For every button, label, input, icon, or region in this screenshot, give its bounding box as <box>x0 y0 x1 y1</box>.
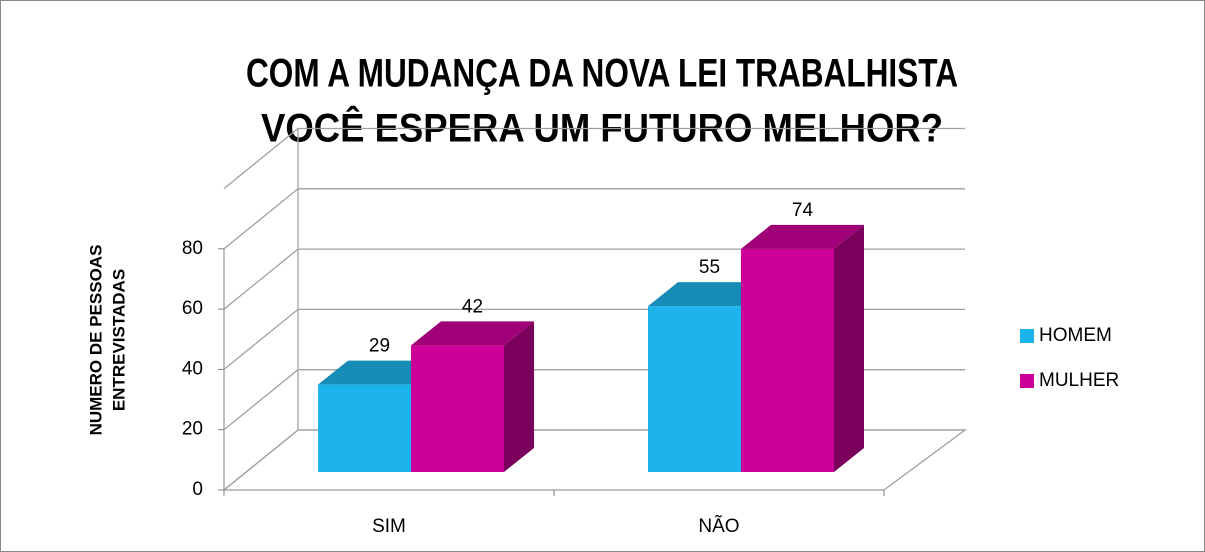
bar-top <box>318 360 441 385</box>
bar-side <box>504 321 534 472</box>
bar-top <box>648 282 771 307</box>
y-tick-label: 20 <box>182 419 203 440</box>
bar-front <box>741 248 834 472</box>
y-axis-title: ENTREVISTADAS <box>109 269 128 411</box>
chart-title: COM A MUDANÇA DA NOVA LEI TRABALHISTA <box>246 52 958 96</box>
bar-top <box>741 224 864 249</box>
bar-top <box>411 321 534 346</box>
y-axis-title: NUMERO DE PESSOAS <box>86 245 105 436</box>
y-tick-label: 40 <box>182 358 203 379</box>
bar <box>741 224 864 472</box>
bar-front <box>411 345 504 472</box>
bar-front <box>318 384 411 472</box>
legend-swatch <box>1020 329 1034 343</box>
data-label: 55 <box>699 257 720 278</box>
bar-side <box>834 224 864 472</box>
data-label: 74 <box>792 200 814 221</box>
y-tick-label: 0 <box>192 479 203 500</box>
data-label: 42 <box>462 296 483 317</box>
chart-title: VOCÊ ESPERA UM FUTURO MELHOR? <box>261 105 943 151</box>
legend-swatch <box>1020 374 1034 388</box>
x-tick-label: NÃO <box>698 515 739 537</box>
y-tick-label: 80 <box>182 238 203 259</box>
legend-label: HOMEM <box>1039 325 1112 346</box>
x-tick-label: SIM <box>372 516 406 537</box>
y-tick-label: 60 <box>182 298 203 319</box>
grid-line <box>223 188 965 250</box>
legend-label: MULHER <box>1039 370 1119 391</box>
bar-front <box>648 306 741 472</box>
bar <box>411 321 534 472</box>
data-label: 29 <box>369 336 390 357</box>
